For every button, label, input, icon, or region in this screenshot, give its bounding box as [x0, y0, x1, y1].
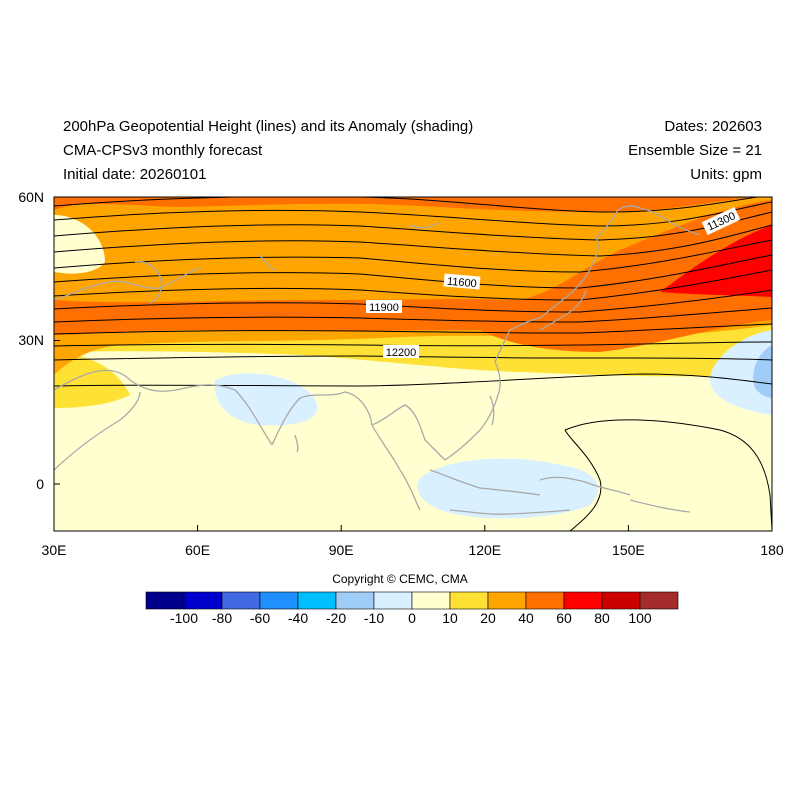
- colorbar-swatch: [221, 591, 261, 610]
- colorbar-label: 10: [442, 610, 458, 626]
- lon-tick-120e: 120E: [468, 542, 501, 558]
- contour-label-11900: 11900: [366, 300, 402, 314]
- colorbar-label: 60: [556, 610, 572, 626]
- colorbar-label: 40: [518, 610, 534, 626]
- lon-tick-60e: 60E: [185, 542, 210, 558]
- colorbar-swatch: [487, 591, 527, 610]
- anomaly-band-40-60-north: [54, 197, 772, 213]
- colorbar-swatch: [449, 591, 489, 610]
- colorbar-label: -10: [363, 610, 385, 626]
- map-title: 200hPa Geopotential Height (lines) and i…: [63, 118, 474, 135]
- colorbar-label: -20: [325, 610, 347, 626]
- anomaly-core-60-80: [660, 225, 772, 297]
- lon-tick-150e: 150E: [612, 542, 645, 558]
- copyright-notice: Copyright © CEMC, CMA: [332, 572, 468, 586]
- negative-anomaly-pacific: [710, 330, 772, 415]
- negative-anomaly-pacific-core: [753, 345, 772, 398]
- negative-anomaly-maritime: [417, 458, 598, 519]
- lon-tick-30e: 30E: [42, 542, 67, 558]
- colorbar-label: 80: [594, 610, 610, 626]
- units: Units: gpm: [690, 166, 762, 183]
- ensemble-size: Ensemble Size = 21: [628, 142, 762, 159]
- colorbar-swatch: [373, 591, 413, 610]
- colorbar-label: -60: [249, 610, 271, 626]
- lon-tick-180: 180: [760, 542, 784, 558]
- anomaly-band-40-60-main: [54, 200, 772, 352]
- lat-tick-30n: 30N: [18, 332, 44, 348]
- colorbar-swatch: [335, 591, 375, 610]
- colorbar-swatch: [601, 591, 641, 610]
- colorbar-label: 0: [408, 610, 416, 626]
- colorbar-swatch: [563, 591, 603, 610]
- anomaly-band-10-20-west: [54, 352, 130, 408]
- colorbar-swatch: [525, 591, 565, 610]
- colorbar-swatch: [183, 591, 223, 610]
- axis-ticks: [53, 196, 773, 531]
- colorbar-label: -40: [287, 610, 309, 626]
- svg-text:11900: 11900: [369, 302, 399, 314]
- coastlines: [54, 205, 701, 515]
- colorbar-label: -100: [169, 610, 199, 626]
- colorbar-swatch: [639, 591, 679, 610]
- colorbar-label: 100: [628, 610, 652, 626]
- lat-tick-60n: 60N: [18, 189, 44, 205]
- colorbar: [145, 591, 679, 610]
- contour-label-12200: 12200: [383, 345, 419, 359]
- contour-label-11600: 11600: [443, 273, 481, 291]
- negative-anomaly-india: [214, 373, 318, 426]
- svg-text:11600: 11600: [446, 276, 477, 291]
- initial-date: Initial date: 20260101: [63, 166, 207, 183]
- anomaly-pocket-northwest: [54, 215, 105, 274]
- colorbar-swatch: [259, 591, 299, 610]
- colorbar-label: -80: [211, 610, 233, 626]
- lon-tick-90e: 90E: [329, 542, 354, 558]
- model-name: CMA-CPSv3 monthly forecast: [63, 142, 263, 159]
- colorbar-swatch: [411, 591, 451, 610]
- svg-text:12200: 12200: [386, 347, 417, 359]
- lat-tick-0: 0: [36, 476, 44, 492]
- map-plot-area: 11300 11600 11900 12200: [54, 197, 772, 531]
- forecast-dates: Dates: 202603: [664, 118, 762, 135]
- map-frame: [53, 196, 773, 532]
- colorbar-swatch: [297, 591, 337, 610]
- colorbar-swatch: [145, 591, 185, 610]
- colorbar-label: 20: [480, 610, 496, 626]
